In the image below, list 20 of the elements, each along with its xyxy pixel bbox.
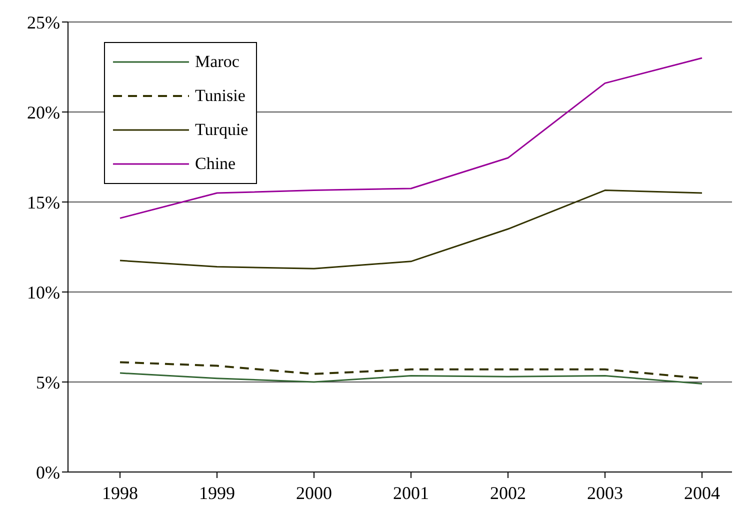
legend-label: Maroc <box>195 52 240 72</box>
y-tick-label: 25% <box>27 12 60 32</box>
y-tick-label: 10% <box>27 282 60 302</box>
line-series <box>119 190 703 270</box>
x-tick-label: 2001 <box>393 482 429 503</box>
legend-label: Turquie <box>195 120 248 140</box>
line-series <box>119 57 703 219</box>
line-series <box>119 372 703 385</box>
y-tick-label: 0% <box>36 462 60 482</box>
legend-label: Tunisie <box>195 86 246 106</box>
x-tick-label: 2003 <box>587 482 623 503</box>
x-tick-label: 1999 <box>199 482 235 503</box>
x-tick-label: 2004 <box>684 482 720 503</box>
x-tick-label: 2002 <box>490 482 526 503</box>
y-tick-label: 5% <box>36 372 60 392</box>
x-tick-label: 1998 <box>102 482 138 503</box>
legend-label: Chine <box>195 154 236 174</box>
x-tick-label: 2000 <box>296 482 332 503</box>
y-tick-label: 15% <box>27 192 60 212</box>
y-tick-label: 20% <box>27 102 60 122</box>
